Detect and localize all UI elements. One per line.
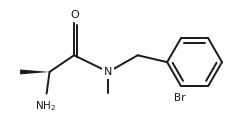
Text: Br: Br xyxy=(174,93,186,103)
Polygon shape xyxy=(20,70,50,74)
Text: N: N xyxy=(104,67,112,77)
Text: NH$_2$: NH$_2$ xyxy=(35,99,56,113)
Text: O: O xyxy=(71,10,80,20)
